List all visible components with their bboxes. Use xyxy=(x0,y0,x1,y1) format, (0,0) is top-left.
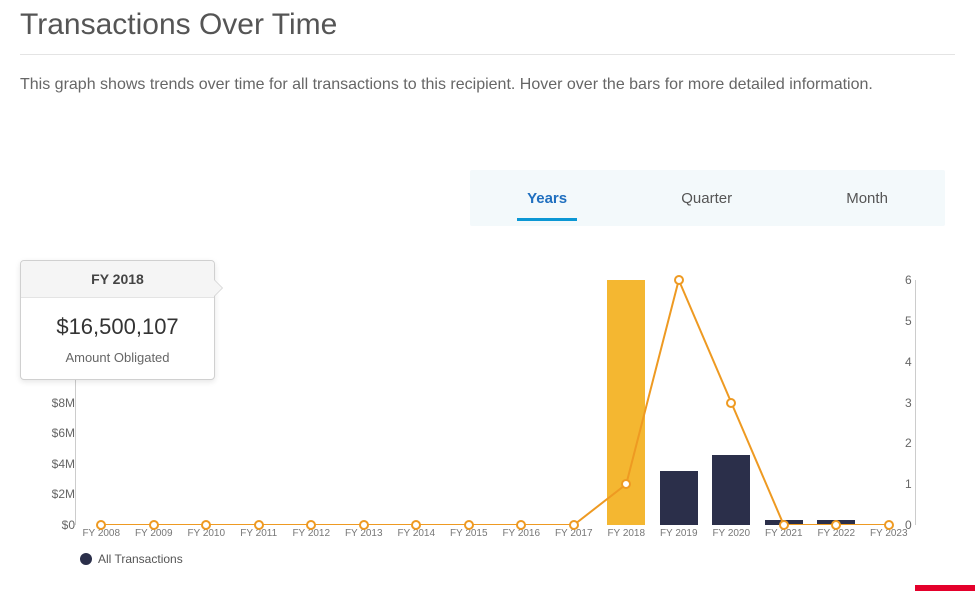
line-marker[interactable] xyxy=(674,275,684,285)
line-marker[interactable] xyxy=(884,520,894,530)
x-tick-label: FY 2020 xyxy=(712,528,750,539)
tab-quarter[interactable]: Quarter xyxy=(677,184,736,213)
transactions-chart: $0$2M$4M$6M$8M$10M$12M$14M$16M 0123456 F… xyxy=(20,260,955,570)
y-left-tick: $6M xyxy=(52,426,75,440)
tooltip-header: FY 2018 xyxy=(21,261,214,298)
chart-legend: All Transactions xyxy=(80,552,183,566)
tooltip-value: $16,500,107 xyxy=(33,314,202,340)
bar-fy2019[interactable] xyxy=(660,471,698,525)
line-marker[interactable] xyxy=(569,520,579,530)
legend-dot-icon xyxy=(80,553,92,565)
line-marker[interactable] xyxy=(621,479,631,489)
chart-tooltip: FY 2018 $16,500,107 Amount Obligated xyxy=(20,260,215,380)
y-right-tick: 6 xyxy=(905,273,912,287)
y-left-tick: $0 xyxy=(62,518,75,532)
y-left-tick: $2M xyxy=(52,487,75,501)
y-axis-right: 0123456 xyxy=(905,280,955,525)
line-marker[interactable] xyxy=(201,520,211,530)
y-left-tick: $8M xyxy=(52,396,75,410)
tooltip-arrow-icon xyxy=(214,279,223,297)
line-marker[interactable] xyxy=(411,520,421,530)
line-marker[interactable] xyxy=(254,520,264,530)
line-marker[interactable] xyxy=(96,520,106,530)
footer-accent xyxy=(915,585,975,591)
y-right-tick: 4 xyxy=(905,355,912,369)
y-right-tick: 5 xyxy=(905,314,912,328)
chart-description: This graph shows trends over time for al… xyxy=(20,55,890,117)
tooltip-sublabel: Amount Obligated xyxy=(33,350,202,365)
line-marker[interactable] xyxy=(516,520,526,530)
x-tick-label: FY 2018 xyxy=(607,528,645,539)
line-marker[interactable] xyxy=(306,520,316,530)
y-right-tick: 3 xyxy=(905,396,912,410)
y-right-tick: 1 xyxy=(905,477,912,491)
page-title: Transactions Over Time xyxy=(20,0,955,55)
bar-fy2020[interactable] xyxy=(712,455,750,525)
x-axis-labels: FY 2008FY 2009FY 2010FY 2011FY 2012FY 20… xyxy=(75,528,915,544)
tab-years[interactable]: Years xyxy=(523,184,571,213)
line-marker[interactable] xyxy=(359,520,369,530)
time-granularity-tabs: Years Quarter Month xyxy=(470,170,945,226)
line-marker[interactable] xyxy=(464,520,474,530)
line-marker[interactable] xyxy=(149,520,159,530)
line-marker[interactable] xyxy=(726,398,736,408)
line-marker[interactable] xyxy=(779,520,789,530)
y-left-tick: $4M xyxy=(52,457,75,471)
tab-month[interactable]: Month xyxy=(842,184,892,213)
line-marker[interactable] xyxy=(831,520,841,530)
legend-item: All Transactions xyxy=(80,552,183,566)
legend-label: All Transactions xyxy=(98,552,183,566)
y-right-tick: 2 xyxy=(905,436,912,450)
x-tick-label: FY 2019 xyxy=(660,528,698,539)
